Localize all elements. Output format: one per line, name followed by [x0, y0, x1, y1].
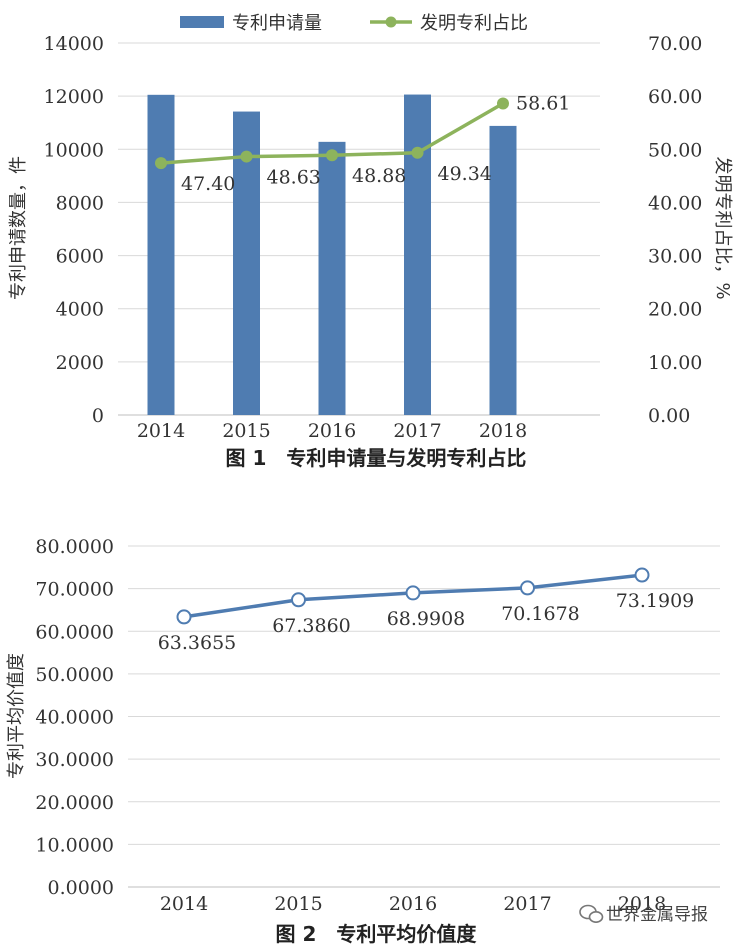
chart1-x-tick-labels: 2014 2015 2016 2017 2018	[137, 420, 527, 442]
y-tick-label: 20.0000	[35, 792, 114, 814]
x-tick-label: 2014	[137, 420, 185, 442]
bar	[147, 94, 175, 416]
chart2-y-tick-labels: 0.0000 10.0000 20.0000 30.0000 40.0000 50.000…	[35, 536, 114, 899]
x-tick-label: 2016	[389, 893, 437, 915]
watermark: 世界金属导报	[579, 904, 708, 925]
chart1-data-labels: 47.40 48.63 48.88 49.34 58.61	[181, 93, 570, 196]
legend-line-label: 发明专利占比	[420, 13, 528, 34]
chart1-bars	[147, 94, 517, 416]
data-label: 63.3655	[158, 632, 237, 654]
data-label: 48.88	[352, 165, 406, 187]
chart2-value-points	[176, 567, 650, 625]
wechat-icon	[579, 904, 604, 923]
line-point	[405, 585, 421, 601]
data-label: 70.1678	[501, 603, 580, 625]
bar	[489, 125, 517, 415]
chart2-gridlines	[128, 545, 720, 888]
x-tick-label: 2015	[222, 420, 270, 442]
line-point	[411, 146, 424, 159]
x-tick-label: 2017	[393, 420, 441, 442]
chart1-left-axis-title: 专利申请数量，件	[8, 156, 29, 300]
line-point	[497, 97, 509, 110]
chart2-y-axis-title: 专利平均价值度	[6, 653, 27, 779]
y-tick-label: 60.0000	[35, 621, 114, 643]
chart2-data-labels: 63.3655 67.3860 68.9908 70.1678 73.1909	[158, 590, 695, 654]
y2-tick-label: 50.00	[648, 139, 702, 161]
x-tick-label: 2015	[274, 893, 322, 915]
x-tick-label: 2016	[308, 420, 356, 442]
line-point	[240, 150, 253, 163]
y-tick-label: 0.0000	[48, 877, 114, 899]
line-point	[155, 157, 167, 170]
chart1-ratio-points	[155, 97, 509, 170]
x-tick-label: 2018	[618, 893, 666, 915]
y-tick-label: 50.0000	[35, 664, 114, 686]
data-label: 48.63	[267, 167, 321, 189]
data-label: 68.9908	[387, 608, 466, 630]
y-tick-label: 40.0000	[35, 707, 114, 729]
line-point	[291, 592, 306, 608]
y2-tick-label: 40.00	[648, 192, 702, 214]
watermark-text: 世界金属导报	[606, 905, 708, 925]
y-tick-label: 2000	[56, 352, 104, 374]
y2-tick-label: 20.00	[648, 299, 702, 321]
data-label: 73.1909	[616, 590, 695, 612]
x-tick-label: 2017	[503, 893, 551, 915]
x-tick-label: 2018	[479, 420, 527, 442]
y-tick-label: 10.0000	[35, 834, 114, 856]
y-tick-label: 14000	[44, 33, 104, 55]
line-point	[176, 609, 192, 625]
y2-tick-label: 10.00	[648, 352, 702, 374]
y-tick-label: 10000	[44, 139, 104, 161]
bar	[318, 141, 346, 416]
chart1-legend: 专利申请量 发明专利占比	[180, 13, 528, 34]
y-tick-label: 80.0000	[35, 536, 114, 558]
y2-tick-label: 0.00	[648, 405, 690, 427]
bar	[404, 94, 431, 415]
y-tick-label: 30.0000	[35, 749, 114, 771]
data-label: 49.34	[438, 163, 492, 185]
chart1: 0 2000 4000 6000 8000 10000 12000 14000 0.00 10.…	[8, 13, 733, 470]
chart2-caption: 图 2 专利平均价值度	[276, 922, 478, 946]
data-label: 58.61	[516, 93, 570, 115]
chart1-left-tick-labels: 0 2000 4000 6000 8000 10000 12000 14000	[44, 33, 104, 427]
chart2: 0.0000 10.0000 20.0000 30.0000 40.0000 50.000…	[6, 536, 720, 946]
line-point	[520, 580, 535, 596]
y2-tick-label: 70.00	[648, 33, 702, 55]
y-tick-label: 8000	[56, 192, 104, 214]
chart2-x-tick-labels: 2014 2015 2016 2017 2018	[160, 893, 666, 915]
y-tick-label: 12000	[44, 86, 104, 108]
chart1-right-tick-labels: 0.00 10.00 20.00 30.00 40.00 50.00 60.00 70.00	[648, 33, 702, 427]
legend-bar-label: 专利申请量	[232, 13, 322, 34]
data-label: 67.3860	[272, 615, 351, 637]
legend-bar-swatch	[180, 16, 224, 28]
chart1-right-axis-title: 发明专利占比，%	[712, 156, 733, 299]
y-tick-label: 4000	[56, 299, 104, 321]
y2-tick-label: 60.00	[648, 86, 702, 108]
chart1-gridlines	[118, 42, 600, 416]
legend-line-marker	[385, 16, 397, 28]
y2-tick-label: 30.00	[648, 246, 702, 268]
y-tick-label: 6000	[56, 246, 104, 268]
line-point	[326, 149, 338, 162]
x-tick-label: 2014	[160, 893, 208, 915]
y-tick-label: 0	[92, 405, 104, 427]
y-tick-label: 70.0000	[35, 579, 114, 601]
data-label: 47.40	[181, 173, 235, 195]
chart1-caption: 图 1 专利申请量与发明专利占比	[226, 446, 527, 470]
line-point	[634, 567, 650, 583]
